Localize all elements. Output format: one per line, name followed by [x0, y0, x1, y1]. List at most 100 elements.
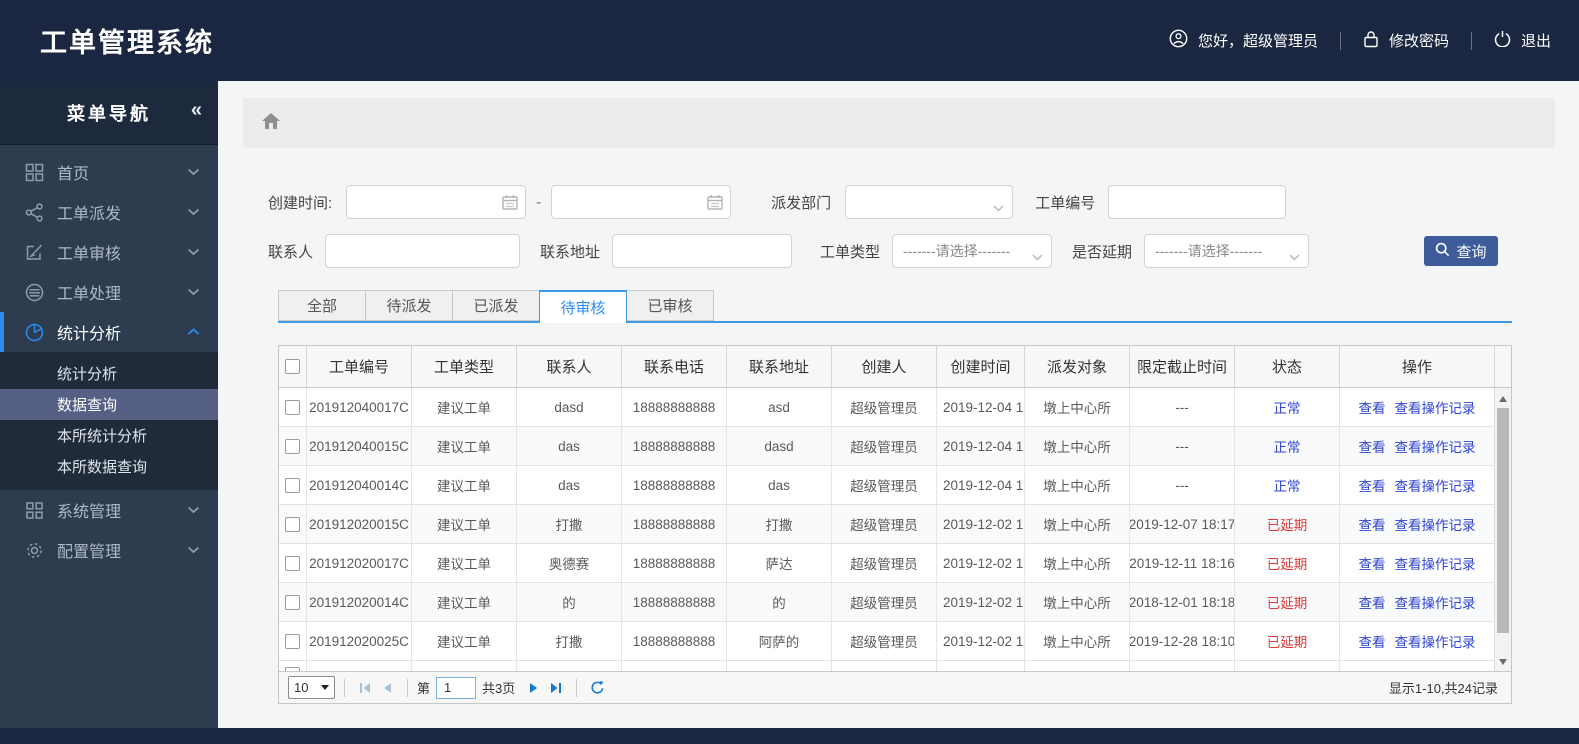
- chevron-down-icon: [187, 208, 200, 216]
- row-checkbox[interactable]: [285, 399, 300, 415]
- sidebar-item-config[interactable]: 配置管理: [0, 530, 218, 570]
- view-link[interactable]: 查看: [1358, 479, 1386, 494]
- address-input[interactable]: [612, 234, 793, 268]
- view-link[interactable]: 查看: [1358, 557, 1386, 572]
- row-checkbox[interactable]: [285, 594, 300, 610]
- sidebar-item-label: 工单审核: [57, 246, 122, 263]
- logout-label: 退出: [1520, 33, 1551, 50]
- row-select-cell: [279, 622, 307, 660]
- delay-select[interactable]: -------请选择-------: [1144, 234, 1310, 268]
- cell-target: 墩上中心所: [1025, 505, 1130, 543]
- sidebar-item-review[interactable]: 工单审核: [0, 232, 218, 272]
- row-checkbox[interactable]: [285, 667, 300, 672]
- submenu-item-branch-stats[interactable]: 本所统计分析: [57, 428, 148, 445]
- status-badge: 正常: [1273, 479, 1301, 494]
- logout-button[interactable]: 退出: [1494, 30, 1551, 51]
- sidebar-item-stats[interactable]: 统计分析: [0, 312, 218, 352]
- cell-status: 已延期: [1235, 583, 1340, 621]
- user-greeting[interactable]: 您好，超级管理员: [1169, 29, 1318, 52]
- divider: [1339, 31, 1341, 50]
- submenu-item-stats-analysis[interactable]: 统计分析: [57, 366, 118, 383]
- calendar-icon[interactable]: [707, 194, 723, 214]
- view-log-link[interactable]: 查看操作记录: [1394, 479, 1476, 494]
- tab-dispatched[interactable]: 已派发: [452, 290, 540, 321]
- page-number-input[interactable]: 1: [436, 676, 477, 699]
- view-link[interactable]: 查看: [1358, 518, 1386, 533]
- row-checkbox[interactable]: [285, 477, 300, 493]
- cell-deadline: 2019-12-28 18:10: [1130, 622, 1235, 660]
- order-type-select[interactable]: -------请选择-------: [892, 234, 1053, 268]
- submenu-item-data-query[interactable]: 数据查询: [0, 389, 218, 420]
- first-page-button[interactable]: [354, 677, 376, 699]
- app-title: 工单管理系统: [40, 28, 214, 58]
- tab-pending-review[interactable]: 待审核: [539, 290, 627, 323]
- user-bar: 您好，超级管理员 修改密码 退出: [1169, 29, 1551, 52]
- scroll-up-icon[interactable]: [1499, 396, 1507, 402]
- row-checkbox[interactable]: [285, 516, 300, 532]
- view-log-link[interactable]: 查看操作记录: [1394, 401, 1476, 416]
- delay-value: -------请选择-------: [1155, 243, 1263, 259]
- row-checkbox[interactable]: [285, 438, 300, 454]
- cell-empty: [727, 661, 832, 672]
- view-log-link[interactable]: 查看操作记录: [1394, 557, 1476, 572]
- tab-pending-dispatch[interactable]: 待派发: [365, 290, 453, 321]
- search-button[interactable]: 查询: [1424, 236, 1498, 266]
- contact-input[interactable]: [325, 234, 521, 268]
- change-password-button[interactable]: 修改密码: [1363, 30, 1449, 52]
- cell-phone: 18888888888: [622, 583, 727, 621]
- scrollbar-thumb[interactable]: [1497, 408, 1509, 633]
- view-link[interactable]: 查看: [1358, 635, 1386, 650]
- collapse-sidebar-icon[interactable]: «: [190, 99, 202, 121]
- row-checkbox[interactable]: [285, 633, 300, 649]
- select-all-checkbox[interactable]: [285, 359, 300, 374]
- cell-type: 建议工单: [412, 505, 517, 543]
- view-log-link[interactable]: 查看操作记录: [1394, 635, 1476, 650]
- create-time-from-input[interactable]: [346, 185, 527, 219]
- footer-bar: [0, 728, 1579, 744]
- sidebar-item-system[interactable]: 系统管理: [0, 490, 218, 530]
- submenu-item-branch-data-query[interactable]: 本所数据查询: [57, 459, 148, 476]
- sidebar-item-process[interactable]: 工单处理: [0, 272, 218, 312]
- create-time-to-input[interactable]: [551, 185, 732, 219]
- select-all-header-cell: [279, 346, 307, 387]
- cell-target: 墩上中心所: [1025, 622, 1130, 660]
- home-icon[interactable]: [261, 112, 281, 135]
- tab-reviewed[interactable]: 已审核: [626, 290, 714, 321]
- sidebar-item-label: 工单处理: [57, 286, 122, 303]
- row-checkbox[interactable]: [285, 555, 300, 571]
- sidebar-item-dispatch[interactable]: 工单派发: [0, 192, 218, 232]
- cell-contact: das: [517, 466, 622, 504]
- refresh-icon[interactable]: [586, 677, 608, 699]
- table-scrollbar[interactable]: [1494, 388, 1511, 673]
- filter-row-1: 创建时间: - 派发部门: [268, 185, 1498, 219]
- cell-type: 建议工单: [412, 388, 517, 426]
- view-log-link[interactable]: 查看操作记录: [1394, 518, 1476, 533]
- pagination-bar: 10 第 1 共3页: [279, 671, 1511, 703]
- view-log-link[interactable]: 查看操作记录: [1394, 440, 1476, 455]
- row-select-cell: [279, 388, 307, 426]
- next-page-button[interactable]: [523, 677, 545, 699]
- prev-page-button[interactable]: [376, 677, 398, 699]
- cell-deadline: 2019-12-07 18:17: [1130, 505, 1235, 543]
- view-link[interactable]: 查看: [1358, 440, 1386, 455]
- view-link[interactable]: 查看: [1358, 401, 1386, 416]
- cell-contact: dasd: [517, 388, 622, 426]
- tabs-underline: [278, 321, 1512, 323]
- gear-icon: [24, 540, 44, 560]
- sidebar-item-home[interactable]: 首页: [0, 152, 218, 192]
- status-tabs: 全部 待派发 已派发 待审核 已审核: [278, 290, 1512, 323]
- view-log-link[interactable]: 查看操作记录: [1394, 596, 1476, 611]
- cell-address: 阿萨的: [727, 622, 832, 660]
- cell-status: 正常: [1235, 466, 1340, 504]
- tab-all[interactable]: 全部: [278, 290, 366, 321]
- page-size-select[interactable]: 10: [288, 676, 335, 699]
- last-page-button[interactable]: [545, 677, 567, 699]
- table-row-partial: [279, 661, 1511, 672]
- view-link[interactable]: 查看: [1358, 596, 1386, 611]
- cell-created: 2019-12-04 15: [937, 427, 1025, 465]
- dispatch-dept-select[interactable]: [845, 185, 1014, 219]
- scroll-down-icon[interactable]: [1499, 659, 1507, 665]
- calendar-icon[interactable]: [502, 194, 518, 214]
- order-no-input[interactable]: [1108, 185, 1287, 219]
- sidebar-menu: 首页 工单派发 工单审核 工单处理 统计分析 统计分析 数据查询 本所统计分析 本所数据查询 系统…: [0, 145, 218, 570]
